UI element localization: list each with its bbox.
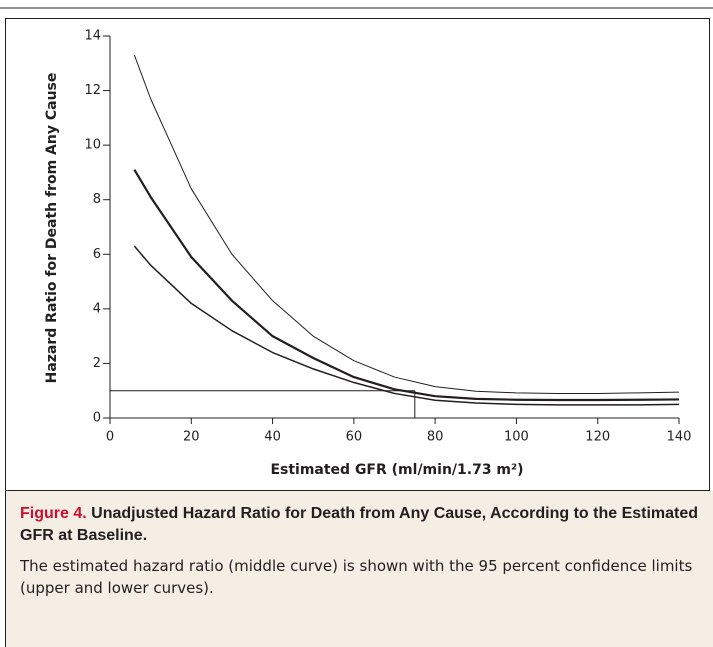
x-tick-label: 100 (504, 430, 529, 445)
y-tick-label: 12 (84, 83, 101, 98)
curve (133, 54, 680, 394)
y-tick-label: 10 (84, 138, 101, 153)
x-tick-label: 140 (667, 430, 692, 445)
y-tick-label: 14 (84, 29, 101, 44)
y-tick-label: 8 (93, 192, 101, 207)
figure-title: Unadjusted Hazard Ratio for Death from A… (20, 505, 699, 544)
x-tick-label: 120 (585, 430, 610, 445)
frame (5, 18, 710, 491)
figure-label: Figure 4. (20, 505, 87, 522)
caption: Figure 4. Unadjusted Hazard Ratio for De… (5, 491, 713, 647)
caption-text: The estimated hazard ratio (middle curve… (20, 557, 693, 597)
x-tick-label: 80 (427, 430, 444, 445)
x-tick-label: 60 (346, 430, 363, 445)
caption-heading: Figure 4. Unadjusted Hazard Ratio for De… (20, 503, 699, 547)
x-tick-label: 40 (264, 430, 281, 445)
y-tick-label: 2 (93, 356, 101, 371)
y-tick-label: 6 (93, 247, 101, 262)
x-axis-label: Estimated GFR (ml/min/1.73 m²) (270, 462, 523, 478)
y-tick-label: 0 (93, 411, 101, 426)
curve (133, 169, 680, 402)
y-axis-label: Hazard Ratio for Death from Any Cause (44, 73, 60, 384)
chart: Hazard Ratio for Death from Any Cause Es… (0, 7, 713, 491)
x-tick-label: 20 (183, 430, 200, 445)
x-tick-label: 0 (106, 430, 114, 445)
y-tick-label: 4 (93, 301, 101, 316)
curve (133, 245, 680, 406)
